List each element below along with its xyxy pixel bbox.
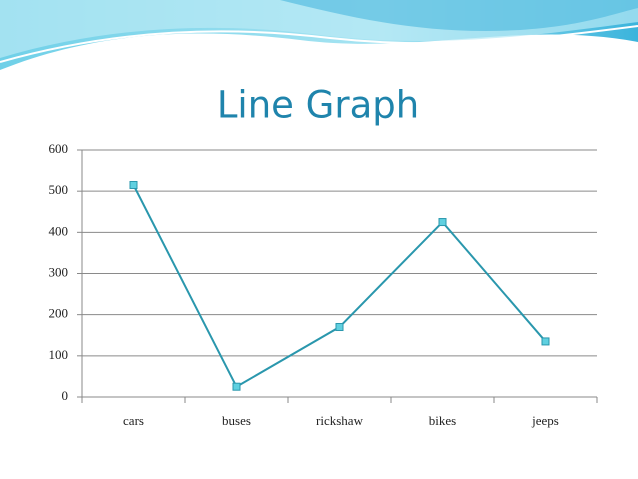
data-point [438, 218, 447, 227]
y-tick-label: 100 [49, 347, 69, 362]
x-tick-label: jeeps [531, 413, 559, 428]
data-point [232, 382, 241, 391]
chart-title: Line Graph [217, 84, 419, 127]
header-line [0, 25, 638, 63]
header-wave [280, 0, 638, 31]
data-point [335, 323, 344, 332]
y-tick-label: 500 [49, 182, 69, 197]
y-tick-label: 200 [49, 306, 69, 321]
x-tick-label: rickshaw [316, 413, 364, 428]
y-tick-label: 300 [49, 264, 69, 279]
x-tick-label: cars [123, 413, 144, 428]
x-tick-label: bikes [429, 413, 456, 428]
data-point [129, 180, 138, 189]
y-tick-label: 400 [49, 223, 69, 238]
y-tick-label: 600 [49, 141, 69, 156]
x-tick-label: buses [222, 413, 251, 428]
data-point [541, 337, 550, 346]
y-tick-label: 0 [62, 388, 69, 403]
